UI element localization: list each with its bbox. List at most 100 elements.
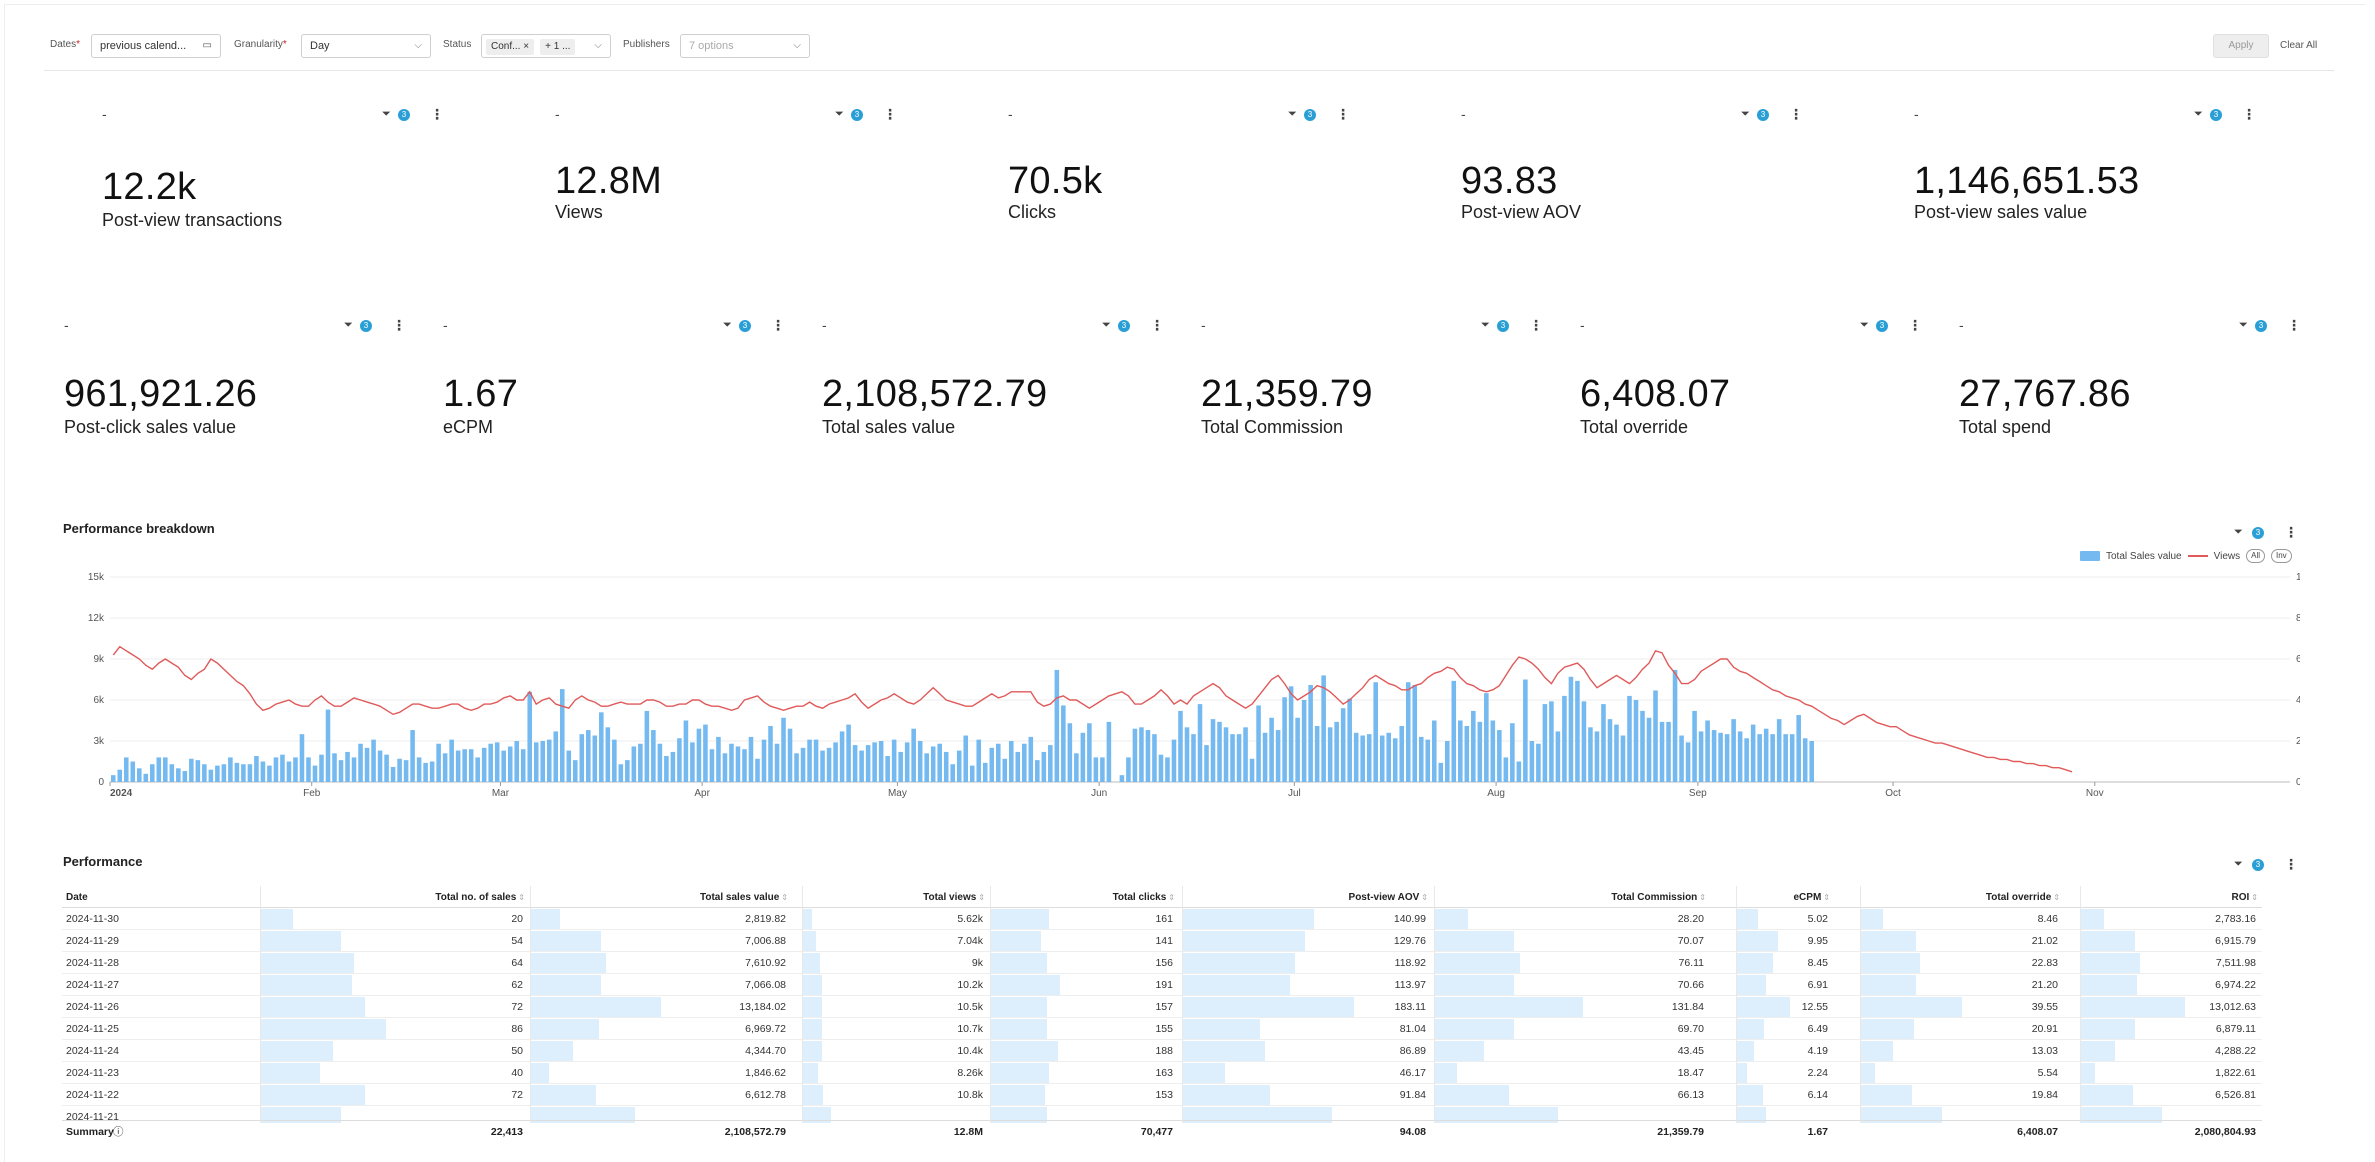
info-icon[interactable]: ⓘ (113, 1126, 124, 1138)
column-header[interactable]: Total sales value ⇕ (700, 892, 788, 903)
column-header[interactable]: Total views ⇕ (923, 892, 985, 903)
bar (1204, 745, 1209, 782)
table-row[interactable]: 2024-11-24 50 4,344.70 10.4k 188 86.89 43.45 4.… (62, 1040, 2262, 1062)
column-header[interactable]: ROI ⇕ (2232, 892, 2258, 903)
more-options-icon[interactable]: ⋮ (392, 317, 406, 333)
status-select[interactable]: Conf... × + 1 ... ⌵ (481, 34, 611, 58)
more-options-icon[interactable]: ⋮ (1150, 317, 1164, 333)
table-row[interactable]: 2024-11-30 20 2,819.82 5.62k 161 140.99 28.20 5… (62, 908, 2262, 930)
filter-icon[interactable]: ⏷ (1288, 108, 1297, 120)
sort-icon[interactable]: ⇕ (978, 893, 985, 902)
publishers-select[interactable]: 7 options ⌵ (680, 34, 810, 58)
column-header[interactable]: Total Commission ⇕ (1611, 892, 1706, 903)
cell-data-bar (803, 1041, 822, 1061)
more-options-icon[interactable]: ⋮ (1336, 106, 1350, 122)
legend-bars-label[interactable]: Total Sales value (2106, 550, 2182, 562)
filter-icon[interactable]: ⏷ (382, 108, 391, 120)
legend-inv-toggle[interactable]: Inv (2271, 549, 2292, 563)
table-row[interactable]: 2024-11-22 72 6,612.78 10.8k 153 91.84 66.13 6.… (62, 1084, 2262, 1106)
bar (1009, 741, 1014, 782)
sort-icon[interactable]: ⇕ (781, 893, 788, 902)
cell-data-bar (1435, 997, 1583, 1017)
sort-icon[interactable]: ⇕ (1699, 893, 1706, 902)
status-chip[interactable]: Conf... × (486, 39, 535, 55)
sort-icon[interactable]: ⇕ (1168, 893, 1175, 902)
bar (943, 751, 949, 782)
sort-icon[interactable]: ⇕ (2053, 893, 2060, 902)
table-row[interactable]: 2024-11-23 40 1,846.62 8.26k 163 46.17 18.47 2.… (62, 1062, 2262, 1084)
column-header[interactable]: eCPM ⇕ (1794, 892, 1831, 903)
table-row[interactable]: 2024-11-29 54 7,006.88 7.04k 141 129.76 70.07 9… (62, 930, 2262, 952)
more-options-icon[interactable]: ⋮ (1529, 317, 1543, 333)
filter-icon[interactable]: ⏷ (2239, 319, 2248, 331)
filter-icon[interactable]: ⏷ (723, 319, 732, 331)
filter-icon[interactable]: ⏷ (2194, 108, 2203, 120)
more-options-icon[interactable]: ⋮ (2287, 317, 2301, 333)
bar (969, 765, 975, 782)
filter-icon[interactable]: ⏷ (344, 319, 353, 331)
clear-all-button[interactable]: Clear All (2280, 34, 2317, 58)
dates-picker[interactable]: previous calend... ▭ (91, 34, 221, 58)
bar (748, 736, 754, 782)
apply-button[interactable]: Apply (2213, 34, 2269, 58)
table-body[interactable]: 2024-11-30 20 2,819.82 5.62k 161 140.99 28.20 5… (62, 908, 2262, 1123)
bar (1568, 676, 1574, 782)
kpi-dash: - (64, 317, 69, 333)
bar (1744, 738, 1749, 782)
filter-icon[interactable]: ⏷ (2234, 526, 2243, 538)
more-options-icon[interactable]: ⋮ (1789, 106, 1803, 122)
cell-data-bar (1861, 997, 1962, 1017)
sort-icon[interactable]: ⇕ (1421, 893, 1428, 902)
legend-bars-swatch[interactable] (2080, 551, 2100, 561)
legend-all-toggle[interactable]: All (2246, 549, 2265, 563)
cell-data-bar (803, 975, 822, 995)
filter-icon[interactable]: ⏷ (1481, 319, 1490, 331)
sort-icon[interactable]: ⇕ (2251, 893, 2258, 902)
table-row[interactable]: 2024-11-28 64 7,610.92 9k 156 118.92 76.11 8.45… (62, 952, 2262, 974)
more-options-icon[interactable]: ⋮ (430, 106, 444, 122)
table-row[interactable]: 2024-11-25 86 6,969.72 10.7k 155 81.04 69.70 6.… (62, 1018, 2262, 1040)
bar (657, 743, 663, 782)
more-options-icon[interactable]: ⋮ (2242, 106, 2256, 122)
granularity-select[interactable]: Day ⌵ (301, 34, 431, 58)
legend-line-label[interactable]: Views (2213, 550, 2241, 562)
bar (156, 757, 162, 782)
filter-icon[interactable]: ⏷ (1860, 319, 1869, 331)
table-row[interactable]: 2024-11-27 62 7,066.08 10.2k 191 113.97 70.66 6… (62, 974, 2262, 996)
sort-icon[interactable]: ⇕ (1823, 893, 1830, 902)
bar (1737, 731, 1743, 782)
y-right-tick-label: 0 (2296, 777, 2300, 788)
more-options-icon[interactable]: ⋮ (1908, 317, 1922, 333)
sort-icon[interactable]: ⇕ (518, 893, 525, 902)
dates-value: previous calend... (100, 40, 187, 52)
column-header[interactable]: Date (66, 892, 88, 903)
table-cell: 13.03 (2031, 1045, 2058, 1057)
column-header[interactable]: Total override ⇕ (1986, 892, 2060, 903)
cell-data-bar (2081, 1107, 2162, 1123)
chevron-down-icon: ⌵ (414, 40, 422, 51)
kpi-card: - ⏷ 3 ⋮ 70.5k Clicks (1008, 106, 1350, 236)
more-options-icon[interactable]: ⋮ (2284, 856, 2298, 872)
table-row[interactable]: 2024-11-26 72 13,184.02 10.5k 157 183.11 131.8… (62, 996, 2262, 1018)
filter-icon[interactable]: ⏷ (835, 108, 844, 120)
column-header[interactable]: Total no. of sales ⇕ (435, 892, 525, 903)
cell-data-bar (803, 1063, 818, 1083)
filter-icon[interactable]: ⏷ (1741, 108, 1750, 120)
more-options-icon[interactable]: ⋮ (883, 106, 897, 122)
table-row[interactable]: 2024-11-21 (62, 1106, 2262, 1123)
column-header[interactable]: Total clicks ⇕ (1113, 892, 1175, 903)
table-cell: 2024-11-28 (66, 957, 119, 969)
bar (683, 720, 689, 782)
legend-line-swatch[interactable] (2187, 555, 2208, 557)
more-options-icon[interactable]: ⋮ (2284, 524, 2298, 540)
close-icon[interactable]: × (523, 41, 530, 52)
table-cell: 20.91 (2031, 1023, 2058, 1035)
filter-icon[interactable]: ⏷ (2234, 858, 2243, 870)
table-cell: 91.84 (1399, 1089, 1426, 1101)
status-label: Status (443, 39, 472, 50)
filter-icon[interactable]: ⏷ (1102, 319, 1111, 331)
status-more-chip[interactable]: + 1 ... (540, 39, 576, 55)
cell-data-bar (803, 997, 822, 1017)
column-header[interactable]: Post-view AOV ⇕ (1349, 892, 1428, 903)
more-options-icon[interactable]: ⋮ (771, 317, 785, 333)
